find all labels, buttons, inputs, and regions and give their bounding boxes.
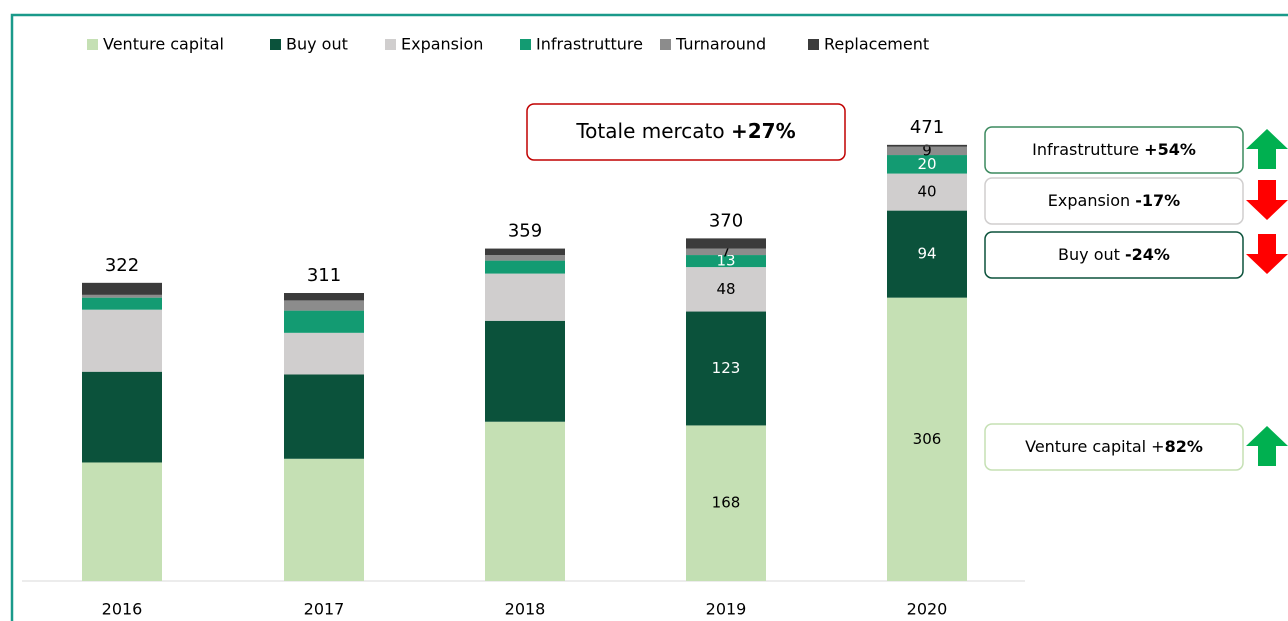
bar-segment bbox=[284, 293, 364, 301]
note-text: Infrastrutture +54% bbox=[1032, 140, 1196, 159]
bar-segment bbox=[887, 173, 967, 211]
bar-segment bbox=[82, 309, 162, 372]
legend-swatch bbox=[520, 39, 531, 50]
total-label: 311 bbox=[307, 265, 341, 286]
bar-segment bbox=[887, 297, 967, 581]
bar-segment bbox=[485, 255, 565, 261]
bar-segment bbox=[82, 294, 162, 298]
bar-segment bbox=[485, 260, 565, 274]
frame bbox=[10, 13, 1288, 621]
bar-segment bbox=[82, 297, 162, 310]
note-label: Venture capital + bbox=[1025, 437, 1164, 456]
bar-segment bbox=[485, 320, 565, 422]
legend-label: Replacement bbox=[824, 35, 929, 54]
note-change: 82% bbox=[1165, 437, 1203, 456]
bar-segment bbox=[686, 248, 766, 256]
data-label: 9 bbox=[922, 141, 932, 159]
note-change: +27% bbox=[731, 119, 796, 143]
legend-swatch bbox=[270, 39, 281, 50]
x-tick-label: 2016 bbox=[102, 600, 143, 619]
bar-segment bbox=[686, 255, 766, 268]
legend-label: Turnaround bbox=[675, 35, 766, 54]
bar-segment bbox=[284, 310, 364, 333]
note-box bbox=[984, 126, 1244, 174]
data-label: 94 bbox=[917, 245, 936, 263]
note-box bbox=[984, 231, 1244, 279]
bar-segment bbox=[82, 371, 162, 463]
trend-arrow bbox=[1246, 426, 1288, 466]
bar-segment bbox=[686, 425, 766, 581]
trend-arrow bbox=[1246, 234, 1288, 274]
data-label: 123 bbox=[712, 359, 741, 377]
legend-label: Venture capital bbox=[103, 35, 224, 54]
trend-arrow bbox=[1246, 129, 1288, 169]
bar-segment bbox=[82, 462, 162, 581]
bar-segment bbox=[284, 332, 364, 375]
bar-segment bbox=[284, 300, 364, 311]
data-label: 168 bbox=[712, 494, 741, 512]
note-label: Buy out bbox=[1058, 245, 1125, 264]
bar-segment bbox=[485, 273, 565, 321]
total-label: 359 bbox=[508, 221, 542, 242]
note-label: Expansion bbox=[1048, 191, 1135, 210]
bar-segment bbox=[284, 374, 364, 459]
note-change: +54% bbox=[1144, 140, 1196, 159]
note-text: Buy out -24% bbox=[1058, 245, 1170, 264]
bar-segment bbox=[485, 421, 565, 581]
note-text: Venture capital +82% bbox=[1025, 437, 1203, 456]
trend-arrow bbox=[1246, 180, 1288, 220]
legend-swatch bbox=[660, 39, 671, 50]
bar-segment bbox=[887, 155, 967, 174]
bar-segment bbox=[887, 146, 967, 156]
bar-segment bbox=[686, 238, 766, 249]
bar-segment bbox=[82, 282, 162, 295]
bar-segment bbox=[686, 311, 766, 426]
note-label: Totale mercato bbox=[575, 119, 731, 143]
data-label: 40 bbox=[917, 183, 936, 201]
x-tick-label: 2018 bbox=[505, 600, 546, 619]
note-label: Infrastrutture bbox=[1032, 140, 1144, 159]
data-label: 13 bbox=[716, 252, 735, 270]
x-tick-label: 2020 bbox=[907, 600, 948, 619]
legend-label: Buy out bbox=[286, 35, 348, 54]
note-box bbox=[984, 423, 1244, 471]
bar-segment bbox=[485, 248, 565, 256]
legend-label: Infrastrutture bbox=[536, 35, 643, 54]
bar-segment bbox=[686, 267, 766, 312]
legend-label: Expansion bbox=[401, 35, 483, 54]
x-tick-label: 2017 bbox=[304, 600, 345, 619]
note-box bbox=[526, 103, 846, 161]
bar-segment bbox=[887, 144, 967, 147]
total-label: 370 bbox=[709, 210, 743, 231]
bar-segment bbox=[284, 458, 364, 581]
note-text: Expansion -17% bbox=[1048, 191, 1180, 210]
legend-swatch bbox=[385, 39, 396, 50]
bar-segment bbox=[887, 210, 967, 298]
data-label: 306 bbox=[913, 430, 942, 448]
legend-swatch bbox=[87, 39, 98, 50]
data-label: 20 bbox=[917, 155, 936, 173]
x-tick-label: 2019 bbox=[706, 600, 747, 619]
total-label: 471 bbox=[910, 117, 944, 138]
data-label: 48 bbox=[716, 280, 735, 298]
note-change: -24% bbox=[1125, 245, 1170, 264]
total-label: 322 bbox=[105, 255, 139, 276]
note-text: Totale mercato +27% bbox=[575, 119, 795, 143]
legend-swatch bbox=[808, 39, 819, 50]
note-change: -17% bbox=[1135, 191, 1180, 210]
data-label: 7 bbox=[721, 242, 731, 260]
note-box bbox=[984, 177, 1244, 225]
